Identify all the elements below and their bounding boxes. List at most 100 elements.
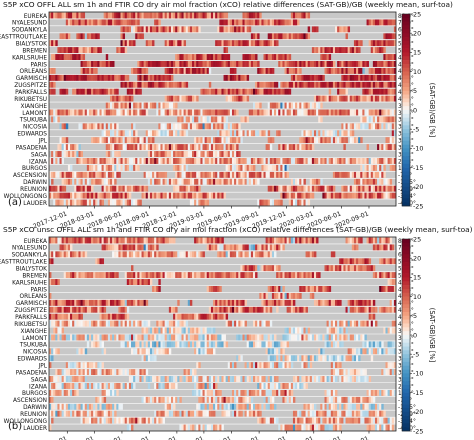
heatmap-cell — [290, 109, 294, 116]
heatmap-cell — [145, 355, 149, 362]
heatmap-cell — [118, 144, 121, 151]
heatmap-cell — [189, 109, 193, 116]
heatmap-cell — [286, 185, 290, 192]
heatmap-cell — [175, 40, 178, 47]
heatmap-cell — [379, 158, 382, 164]
heatmap-cell — [200, 334, 203, 341]
heatmap-cell — [154, 12, 157, 19]
heatmap-cell — [335, 396, 338, 403]
heatmap-cell — [236, 376, 239, 382]
heatmap-cell — [120, 192, 123, 199]
heatmap-cell — [213, 383, 216, 389]
heatmap-cell — [391, 74, 395, 81]
heatmap-cell — [316, 130, 319, 137]
heatmap-cell — [137, 185, 140, 192]
heatmap-cell — [274, 299, 277, 306]
heatmap-cell — [168, 61, 172, 67]
heatmap-cell — [225, 403, 229, 410]
heatmap-cell — [335, 26, 338, 33]
heatmap-cell — [244, 12, 247, 19]
heatmap-cell — [120, 158, 123, 164]
heatmap-cell — [78, 251, 81, 258]
heatmap-cell — [282, 109, 285, 116]
heatmap-cell — [274, 403, 277, 410]
heatmap-cell — [149, 348, 153, 355]
heatmap-cell — [118, 74, 121, 81]
heatmap-cell — [78, 306, 81, 313]
heatmap-cell — [120, 109, 123, 116]
heatmap-cell — [173, 396, 176, 403]
heatmap-cell — [366, 258, 369, 265]
heatmap-cell — [145, 251, 149, 258]
heatmap-cell — [107, 185, 111, 192]
heatmap-cell — [330, 185, 334, 192]
heatmap-cell — [145, 61, 149, 67]
heatmap-cell — [65, 237, 69, 244]
heatmap-cell — [271, 355, 275, 362]
heatmap-cell — [135, 369, 138, 376]
heatmap-cell — [200, 251, 203, 258]
heatmap-cell — [189, 369, 193, 376]
heatmap-cell — [194, 151, 197, 157]
heatmap-cell — [51, 74, 54, 81]
heatmap-cell — [109, 158, 113, 164]
heatmap-cell — [381, 158, 384, 164]
heatmap-cell — [103, 383, 107, 389]
heatmap-cell — [210, 348, 214, 355]
heatmap-cell — [128, 19, 132, 26]
heatmap-cell — [240, 130, 243, 137]
heatmap-cell — [145, 109, 149, 116]
heatmap-cell — [198, 313, 201, 320]
heatmap-cell — [305, 130, 308, 137]
heatmap-cell — [295, 410, 298, 417]
heatmap-cell — [109, 19, 113, 26]
heatmap-cell — [295, 74, 298, 81]
heatmap-cell — [189, 185, 193, 192]
heatmap-cell — [225, 109, 229, 116]
colorbar-tick-label: -5 — [413, 126, 419, 134]
heatmap-cell — [80, 369, 83, 376]
heatmap-cell — [366, 74, 369, 81]
heatmap-cell — [303, 237, 306, 244]
heatmap-cell — [126, 95, 130, 102]
heatmap-cell — [196, 410, 199, 417]
heatmap-cell — [385, 144, 388, 151]
heatmap-cell — [118, 306, 121, 313]
heatmap-cell — [80, 151, 83, 157]
heatmap-cell — [72, 272, 75, 279]
heatmap-cell — [215, 116, 218, 123]
heatmap-cell — [286, 341, 290, 348]
heatmap-cell — [164, 171, 168, 178]
heatmap-cell — [339, 26, 342, 33]
heatmap-cell — [313, 81, 317, 88]
heatmap-cell — [259, 383, 262, 389]
heatmap-cell — [301, 355, 304, 362]
heatmap-cell — [341, 185, 344, 192]
heatmap-cell — [179, 192, 182, 199]
heatmap-cell — [170, 320, 174, 327]
heatmap-cell — [88, 109, 92, 116]
heatmap-cell — [158, 383, 161, 389]
heatmap-cell — [379, 185, 382, 192]
heatmap-cell — [387, 362, 390, 369]
heatmap-cell — [307, 403, 311, 410]
heatmap-cell — [324, 67, 327, 74]
heatmap-cell — [91, 237, 94, 244]
heatmap-cell — [374, 74, 378, 81]
heatmap-cell — [309, 334, 313, 341]
heatmap-cell — [335, 334, 338, 341]
heatmap-cell — [356, 61, 359, 67]
heatmap-cell — [86, 164, 90, 171]
heatmap-cell — [137, 144, 140, 151]
heatmap-cell — [255, 19, 258, 26]
heatmap-cell — [322, 130, 325, 137]
heatmap-cell — [223, 130, 226, 137]
heatmap-cell — [221, 144, 224, 151]
heatmap-cell — [393, 389, 397, 396]
heatmap-cell — [143, 109, 147, 116]
heatmap-cell — [70, 171, 73, 178]
heatmap-cell — [105, 185, 109, 192]
heatmap-cell — [124, 130, 128, 137]
heatmap-cell — [61, 199, 65, 206]
